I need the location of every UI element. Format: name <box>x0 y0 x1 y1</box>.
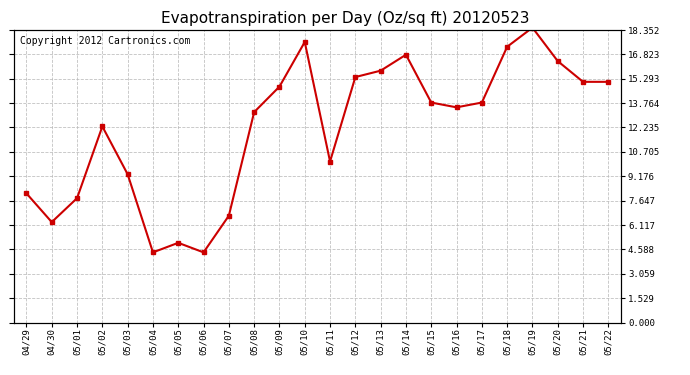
Text: Copyright 2012 Cartronics.com: Copyright 2012 Cartronics.com <box>20 36 190 46</box>
Text: Evapotranspiration per Day (Oz/sq ft) 20120523: Evapotranspiration per Day (Oz/sq ft) 20… <box>161 11 529 26</box>
